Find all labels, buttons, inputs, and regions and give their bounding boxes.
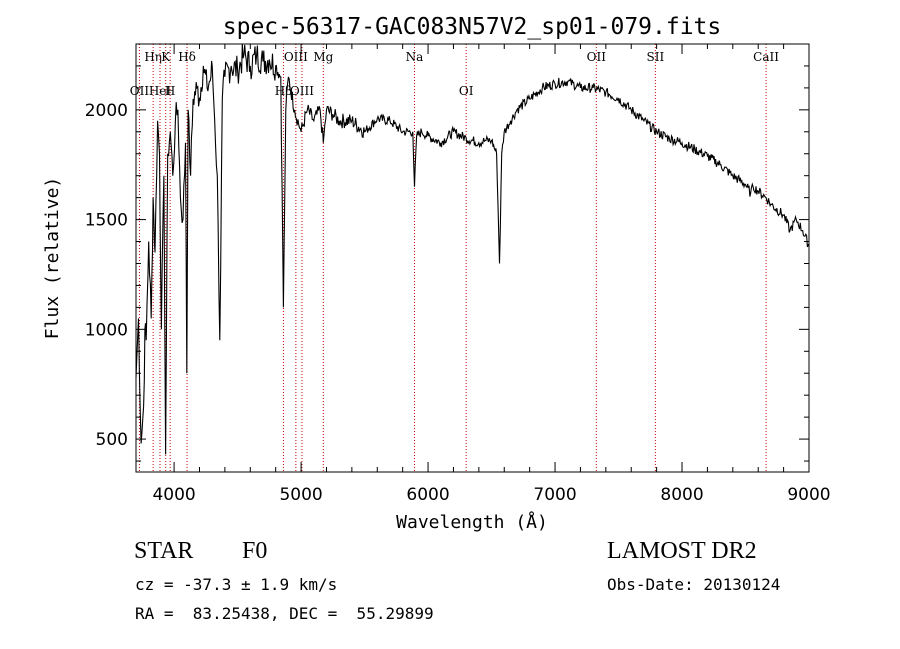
x-axis: 4000 5000 6000 7000 8000 9000	[152, 44, 831, 505]
x-tick-label: 7000	[533, 485, 576, 505]
redshift-info: cz = -37.3 ± 1.9 km/s	[135, 575, 338, 594]
y-tick-label: 1000	[85, 320, 128, 340]
spectral-line-label: H	[165, 84, 175, 98]
x-tick-label: 8000	[660, 485, 703, 505]
spectral-line-label: OI	[459, 84, 474, 98]
y-tick-label: 500	[96, 430, 128, 450]
plot-frame	[135, 43, 810, 473]
survey-name: LAMOST DR2	[607, 538, 757, 564]
spectral-line-label: K	[161, 50, 171, 64]
spectral-line-label: Hβ	[275, 84, 292, 98]
x-tick-label: 4000	[152, 485, 195, 505]
x-tick-label: 5000	[279, 485, 322, 505]
y-tick-label: 1500	[85, 211, 128, 231]
observation-date: Obs-Date: 20130124	[607, 575, 781, 594]
spectral-line-label: Hη	[144, 50, 162, 64]
x-tick-label: 6000	[406, 485, 449, 505]
x-tick-label: 9000	[787, 485, 830, 505]
coordinates: RA = 83.25438, DEC = 55.29899	[135, 604, 434, 623]
chart-title: spec-56317-GAC083N57V2_sp01-079.fits	[223, 14, 722, 40]
spectral-line-label: Na	[406, 50, 424, 64]
spectral-line-label: OII	[130, 84, 150, 98]
x-axis-label: Wavelength (Å)	[396, 511, 548, 533]
spectral-line-label: CaII	[753, 50, 779, 64]
y-axis: 500 1000 1500 2000	[85, 43, 809, 462]
spectral-line-label: OIII	[290, 84, 314, 98]
spectral-line-label: SII	[647, 50, 665, 64]
spectral-line-label: Mg	[313, 50, 333, 64]
y-tick-label: 2000	[85, 101, 128, 121]
spectral-line-label: OIII	[284, 50, 308, 64]
spectrum-series	[135, 43, 810, 455]
spectral-line-label: Hδ	[178, 50, 196, 64]
spectral-line-label: HeI	[149, 84, 172, 98]
spectral-line-label: OII	[587, 50, 607, 64]
object-subclass: F0	[242, 538, 268, 564]
object-class: STAR	[134, 538, 194, 564]
spectrum-line	[135, 43, 810, 455]
y-axis-label: Flux (relative)	[42, 177, 63, 340]
